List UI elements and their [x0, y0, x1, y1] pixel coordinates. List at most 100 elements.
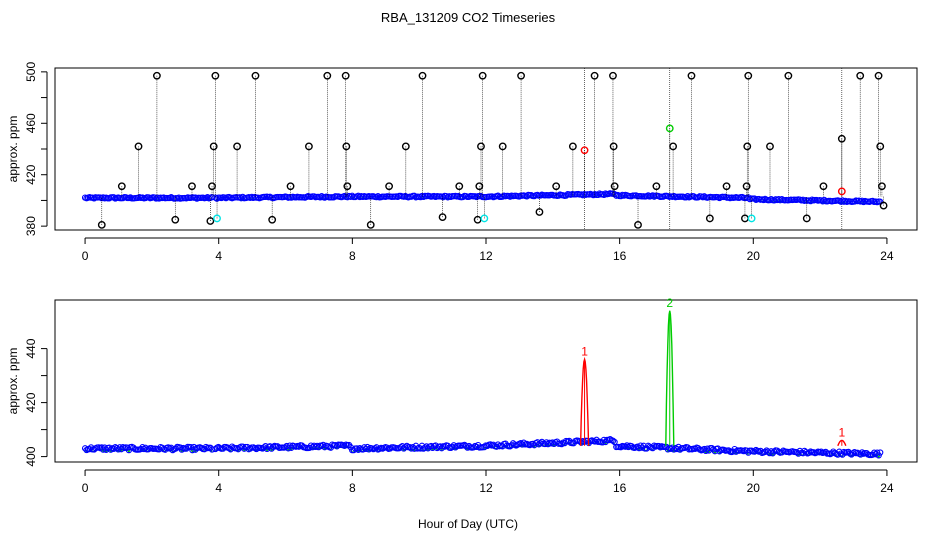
top-outlier-point-22	[418, 71, 427, 80]
top-outlier-point-45	[742, 182, 751, 191]
bottom-baseline-point	[818, 448, 825, 455]
top-outlier-point-38	[634, 220, 642, 229]
bottom-baseline-point	[402, 443, 409, 451]
bottom-peak-1: 2	[665, 296, 675, 446]
bottom-baseline-point	[793, 449, 801, 456]
bottom-baseline-segment-3	[481, 436, 618, 451]
top-outlier-point-29	[498, 142, 507, 151]
top-outlier-point-53	[856, 71, 865, 80]
top-outlier-point-12	[268, 215, 277, 224]
bottom-baseline-segment-1	[212, 441, 353, 453]
bottom-x-tick-label-4: 4	[215, 481, 222, 495]
bottom-baseline-point	[751, 448, 758, 455]
top-y-tick-label-380: 380	[24, 216, 38, 236]
bottom-baseline-point	[670, 446, 678, 453]
bottom-baseline-point	[295, 443, 303, 450]
top-baseline-point	[645, 192, 652, 199]
bottom-baseline-point	[408, 445, 415, 452]
bottom-y-axis-label: approx. ppm	[6, 348, 20, 415]
bottom-baseline-point	[692, 445, 699, 452]
top-outlier-point-51	[819, 182, 828, 191]
bottom-x-tick-label-20: 20	[747, 481, 761, 495]
top-outlier-point-8	[209, 142, 218, 151]
top-baseline-point	[555, 192, 562, 199]
top-red-outlier-point-1	[837, 187, 846, 196]
top-outlier-point-43	[722, 182, 731, 191]
bottom-baseline-point	[464, 444, 471, 451]
chart-title: RBA_131209 CO2 Timeseries	[381, 10, 556, 25]
top-x-tick-label-20: 20	[747, 249, 761, 263]
top-baseline-segment-3	[481, 190, 618, 201]
top-outlier-point-4	[171, 215, 180, 224]
bottom-baseline-point	[403, 442, 410, 450]
top-baseline-point	[110, 194, 117, 201]
top-outlier-point-54	[874, 71, 883, 80]
top-baseline-segment-2	[347, 192, 486, 201]
top-marks	[81, 68, 888, 230]
top-y-tick-label-500: 500	[24, 62, 38, 82]
bottom-baseline-point	[858, 449, 866, 456]
bottom-axes: 0 4 8 12 16 20 24 400 420 440	[24, 338, 894, 495]
bottom-peak-label-1: 2	[666, 296, 673, 310]
bottom-baseline-point	[655, 442, 662, 450]
top-baseline-point	[374, 193, 382, 200]
bottom-baseline-point	[710, 446, 717, 453]
bottom-baseline-point	[260, 444, 268, 451]
top-baseline-point	[760, 196, 767, 204]
bottom-baseline-point	[576, 438, 583, 445]
top-baseline-point	[684, 192, 691, 200]
top-outlier-point-47	[744, 71, 753, 80]
bottom-baseline-point	[81, 445, 89, 452]
top-outlier-point-52	[837, 134, 846, 143]
top-outlier-point-42	[705, 214, 714, 223]
bottom-baseline-point	[490, 441, 497, 448]
bottom-baseline-segment-4	[613, 442, 752, 456]
bottom-baseline-point	[313, 442, 321, 450]
bottom-baseline-point	[318, 442, 325, 450]
top-outlier-point-6	[206, 217, 215, 225]
bottom-baseline-point	[140, 445, 148, 453]
top-outlier-point-55	[876, 142, 885, 151]
bottom-baseline-point	[591, 438, 599, 445]
top-outlier-point-32	[552, 182, 561, 191]
bottom-y-tick-label-420: 420	[24, 392, 38, 412]
top-baseline-point	[837, 198, 845, 205]
bottom-y-tick-label-440: 440	[24, 338, 38, 358]
top-baseline-segment-1	[212, 192, 353, 202]
bottom-x-tick-label-24: 24	[880, 481, 894, 495]
top-x-tick-label-12: 12	[479, 249, 493, 263]
top-baseline-point	[751, 195, 758, 202]
top-outlier-point-17	[342, 142, 351, 151]
top-outlier-point-19	[366, 220, 375, 229]
top-outlier-point-18	[343, 182, 352, 191]
top-outlier-point-34	[590, 71, 599, 80]
bottom-baseline-point	[365, 446, 373, 453]
top-outlier-point-48	[766, 142, 774, 151]
top-baseline-point	[594, 191, 602, 199]
bottom-peak-label-0: 1	[581, 344, 588, 358]
bottom-baseline-point	[484, 442, 491, 450]
bottom-baseline-point	[771, 448, 778, 455]
bottom-baseline-point	[537, 440, 544, 447]
top-outlier-point-20	[385, 182, 394, 191]
top-outlier-point-5	[188, 182, 196, 191]
bottom-baseline-point	[142, 444, 149, 451]
top-x-tick-label-4: 4	[215, 249, 222, 263]
top-baseline-point	[819, 198, 826, 205]
top-outlier-point-36	[609, 142, 618, 151]
bottom-baseline-point	[145, 446, 152, 453]
bottom-baseline-point	[437, 443, 444, 450]
bottom-baseline-point	[383, 444, 391, 451]
bottom-baseline-point	[871, 449, 878, 456]
top-x-tick-label-8: 8	[349, 249, 356, 263]
top-y-tick-label-420: 420	[24, 164, 38, 184]
bottom-baseline-point	[625, 443, 632, 451]
bottom-x-tick-label-16: 16	[613, 481, 627, 495]
bottom-x-tick-label-8: 8	[349, 481, 356, 495]
top-baseline-point	[204, 194, 211, 201]
bottom-marks: 1 2 1	[81, 296, 884, 459]
top-outlier-point-1	[117, 182, 126, 191]
top-outlier-point-35	[609, 71, 617, 80]
